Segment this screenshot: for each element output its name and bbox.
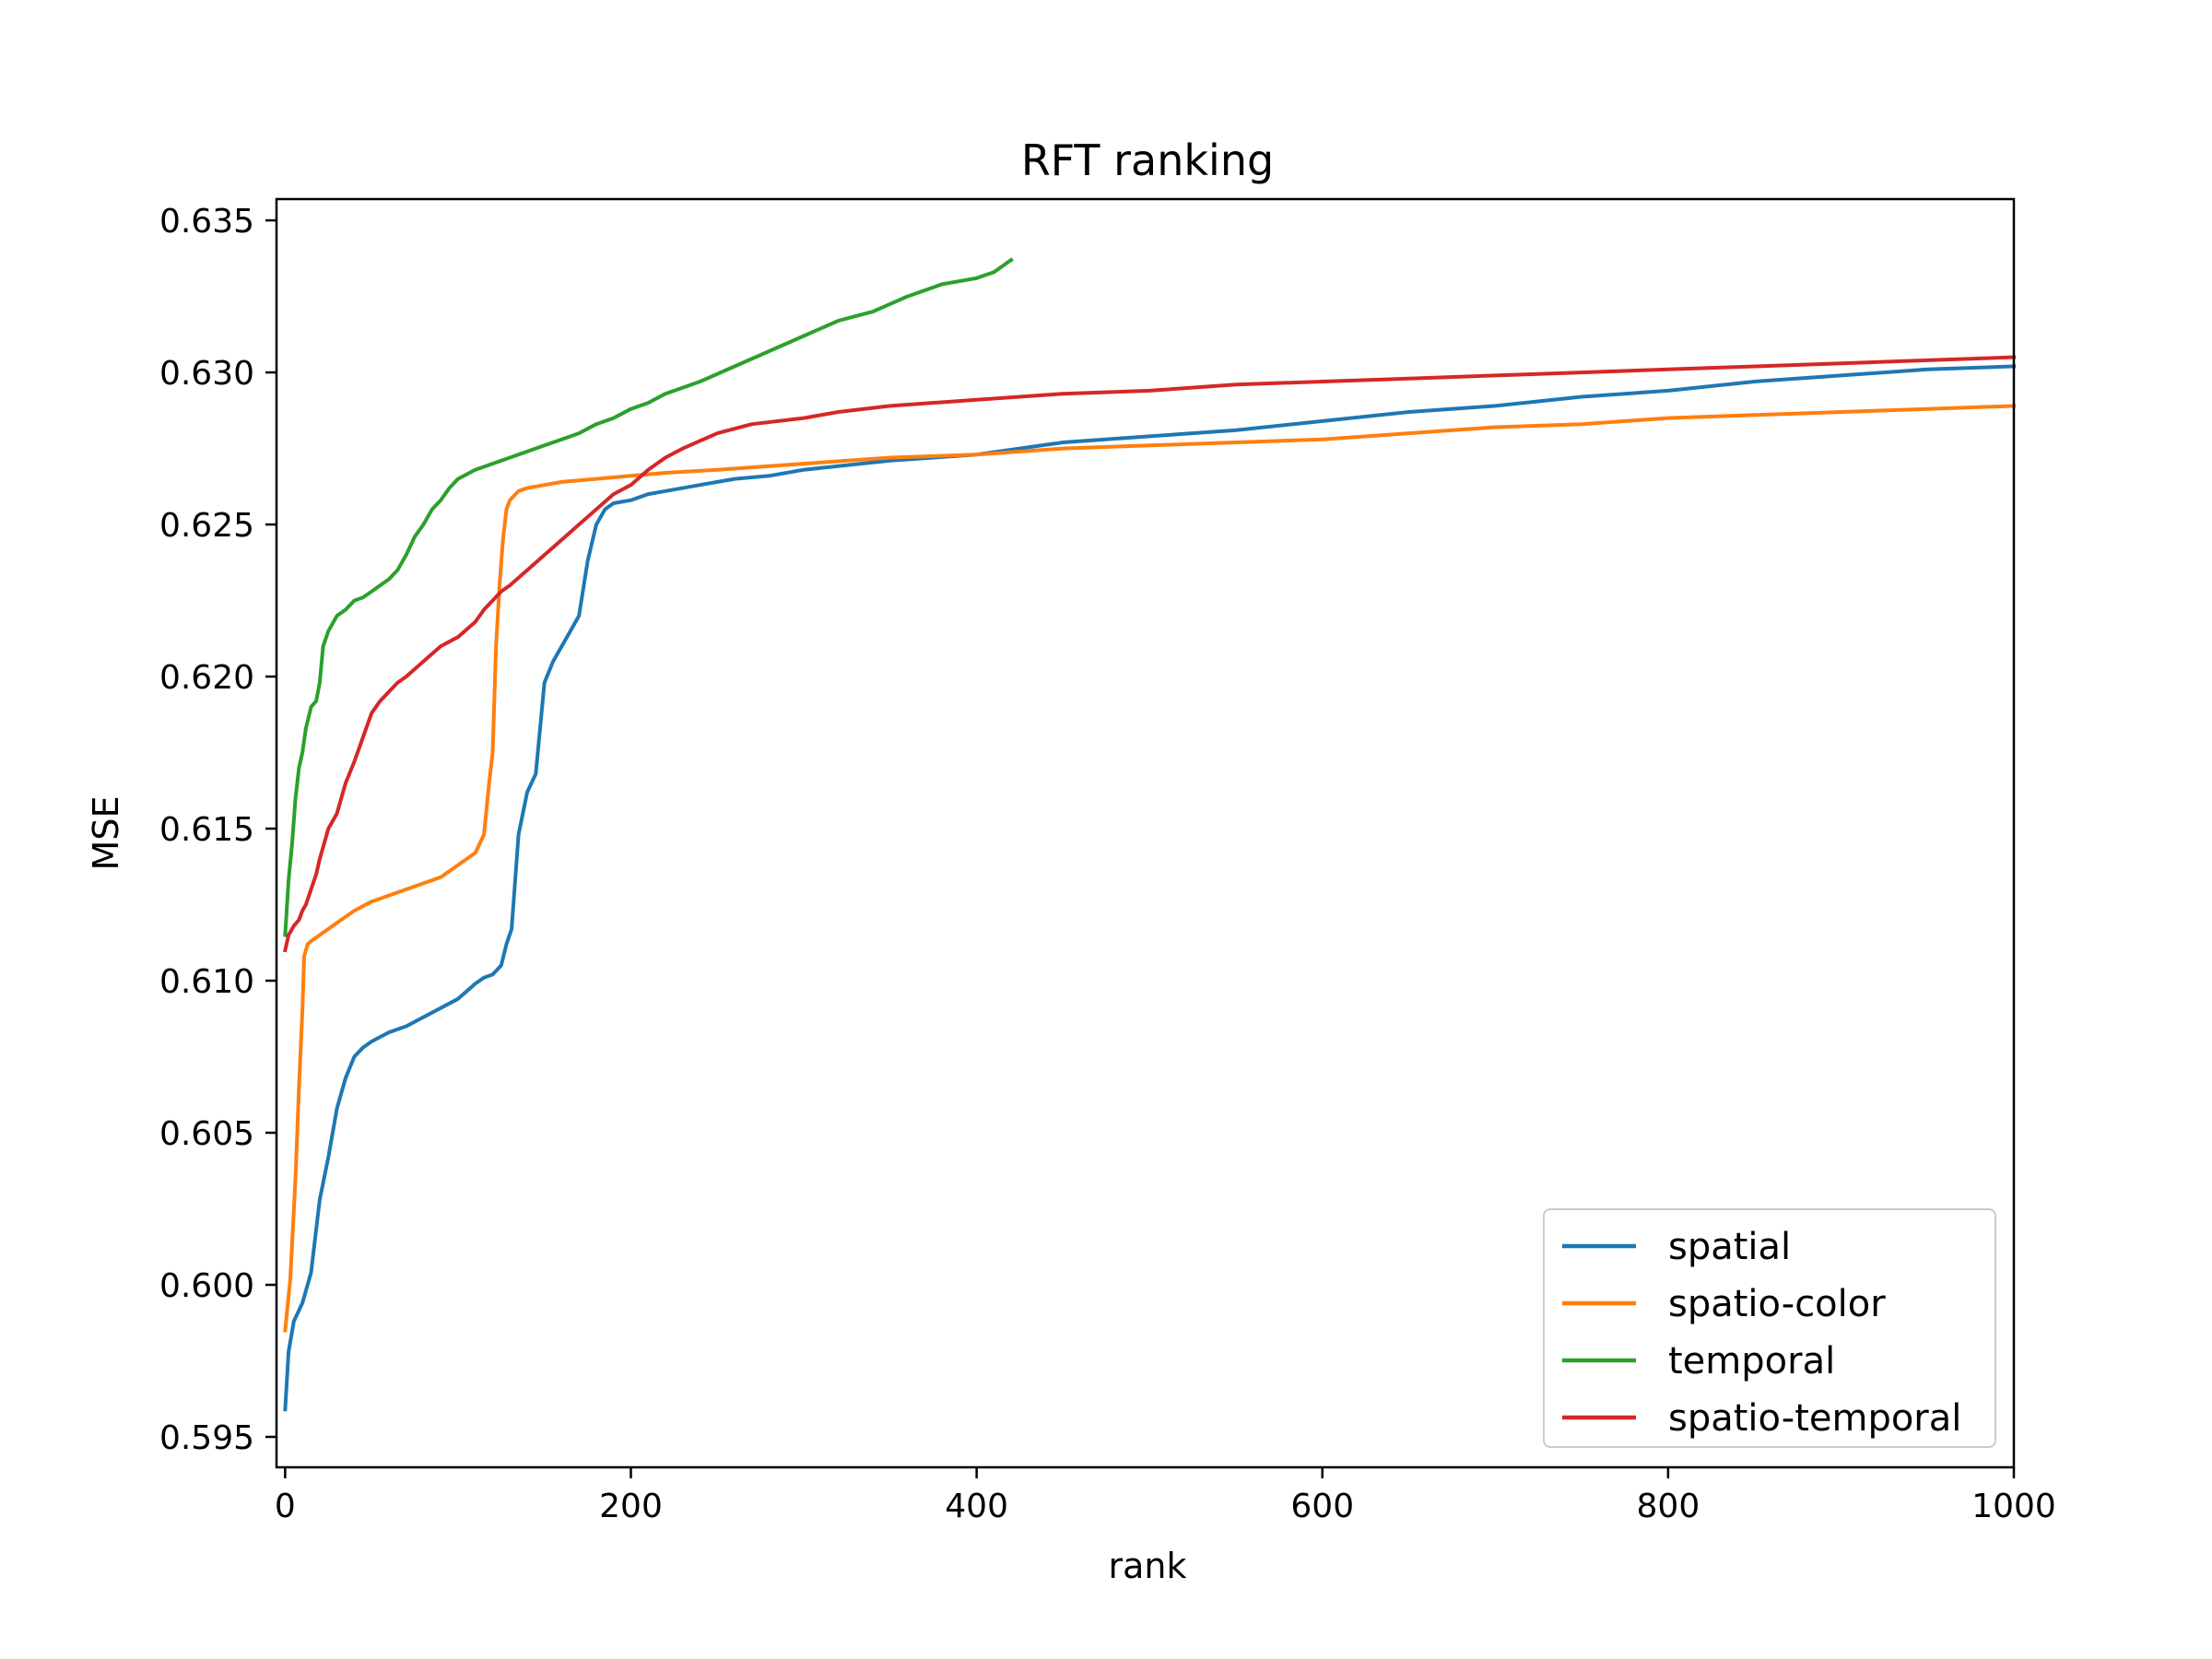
x-tick-label: 0: [275, 1488, 296, 1525]
chart-title: RFT ranking: [1021, 135, 1274, 185]
y-axis-label: MSE: [86, 796, 126, 871]
series-line-spatio-temporal: [283, 355, 2017, 953]
x-tick-label: 800: [1637, 1488, 1700, 1525]
x-tick-label: 200: [599, 1488, 663, 1525]
y-tick-label: 0.630: [159, 355, 254, 393]
legend-label-temporal: temporal: [1668, 1340, 1835, 1382]
y-tick-label: 0.625: [159, 507, 254, 545]
series-line-temporal: [283, 257, 1014, 937]
legend-label-spatio-temporal: spatio-temporal: [1668, 1397, 1961, 1440]
plot-frame: [275, 197, 2016, 1469]
y-tick-label: 0.635: [159, 203, 254, 241]
legend-label-spatio-color: spatio-color: [1668, 1283, 1886, 1325]
y-axis-ticks: 0.595 0.600 0.605 0.610 0.615 0.620 0.625 0.630…: [159, 203, 276, 1457]
y-tick-label: 0.600: [159, 1267, 254, 1305]
x-tick-label: 400: [945, 1488, 1008, 1525]
x-tick-label: 600: [1290, 1488, 1354, 1525]
legend: spatial spatio-color temporal spatio-tempor…: [1543, 1208, 1996, 1448]
y-tick-label: 0.620: [159, 659, 254, 697]
x-tick-label: 1000: [1971, 1488, 2056, 1525]
plot-lines: [283, 257, 2017, 1412]
series-line-spatial: [283, 364, 2017, 1412]
y-tick-label: 0.615: [159, 811, 254, 849]
series-line-spatio-color: [283, 404, 2017, 1333]
legend-label-spatial: spatial: [1668, 1226, 1791, 1268]
y-tick-label: 0.595: [159, 1419, 254, 1457]
y-tick-label: 0.605: [159, 1115, 254, 1153]
y-tick-label: 0.610: [159, 963, 254, 1001]
x-axis-ticks: 0 200 400 600 800 1000: [275, 1467, 2056, 1525]
x-axis-label: rank: [1109, 1546, 1187, 1586]
legend-box: [1543, 1208, 1996, 1448]
